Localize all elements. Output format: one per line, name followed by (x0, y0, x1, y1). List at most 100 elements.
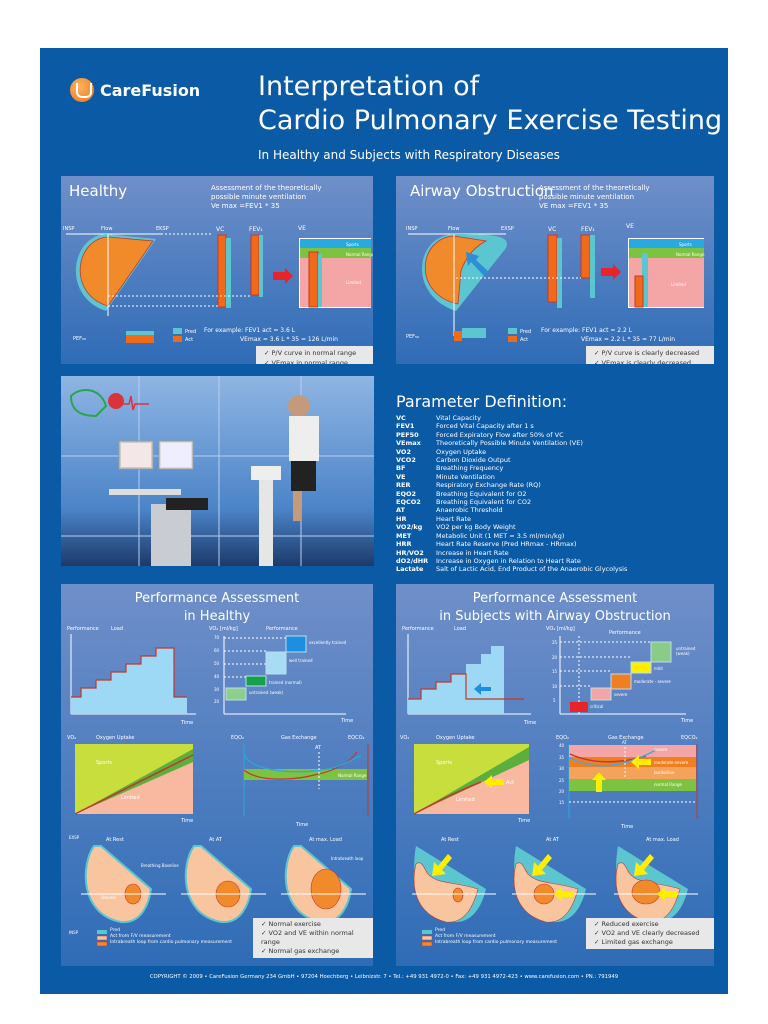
svg-text:FEV₁: FEV₁ (249, 226, 263, 233)
svg-text:Oxygen Uptake: Oxygen Uptake (436, 735, 475, 741)
svg-text:Sports: Sports (436, 760, 452, 766)
svg-text:25: 25 (552, 640, 558, 645)
svg-text:Load: Load (111, 626, 123, 632)
svg-text:40: 40 (559, 743, 565, 748)
healthy-fv-diagram: INSP Flow EKSP VC FEV₁ VE Sports Normal Ran… (63, 225, 373, 343)
svg-text:Sports: Sports (679, 242, 692, 247)
parameter-value: Breathing Equivalent for CO2 (436, 498, 532, 507)
svg-text:Volume: Volume (101, 895, 116, 900)
parameter-value: Respiratory Exchange Rate (RQ) (436, 481, 541, 490)
svg-text:EQCO₂: EQCO₂ (681, 735, 698, 741)
svg-text:Limited: Limited (121, 795, 140, 801)
obstruction-checklist: ✓ P/V curve is clearly decreased ✓ VEmax … (586, 346, 714, 364)
svg-text:FEV₁: FEV₁ (581, 226, 595, 233)
healthy-title: Healthy (69, 182, 128, 200)
svg-text:Time: Time (340, 718, 353, 724)
svg-text:EQO₂: EQO₂ (231, 735, 244, 741)
performance-healthy-charts: Performance Load Time VO₂ [ml/kg] Performa… (67, 626, 369, 947)
healthy-checklist: ✓ P/V curve in normal range ✓ VEmax in no… (256, 346, 373, 364)
parameter-value: Minute Ventilation (436, 472, 495, 481)
exercise-test-photo (61, 376, 374, 566)
svg-text:35: 35 (559, 755, 565, 760)
svg-text:At Rest: At Rest (441, 837, 459, 843)
parameter-value: Metabolic Unit (1 MET = 3.5 ml/min/kg) (436, 531, 565, 540)
parameter-key: VE (396, 472, 406, 481)
svg-text:Act: Act (185, 337, 193, 343)
svg-text:20: 20 (214, 699, 220, 704)
svg-text:Normal Range: Normal Range (338, 773, 367, 778)
svg-text:Act: Act (520, 337, 528, 343)
svg-text:Performance: Performance (67, 626, 99, 632)
obstruction-loops: At Rest At AT At max. Load (412, 837, 698, 923)
title-line-1: Interpretation of (258, 71, 480, 102)
svg-text:Normal Range: Normal Range (676, 252, 705, 257)
parameter-row: VEmax Theoretically Possible Minute Venti… (396, 439, 726, 447)
svg-text:borderline: borderline (654, 770, 675, 775)
svg-text:Time: Time (180, 720, 193, 726)
obstruction-panel: Airway Obstruction Assessment of the the… (396, 176, 714, 364)
parameter-key: dO2/dHR (396, 556, 429, 565)
parameter-key: VO2 (396, 447, 411, 456)
parameter-row: AT Anaerobic Threshold (396, 506, 726, 514)
svg-text:EQCO₂: EQCO₂ (348, 735, 365, 741)
parameter-value: Increase in Heart Rate (436, 548, 509, 557)
parameter-row: EQCO2 Breathing Equivalent for CO2 (396, 498, 726, 506)
svg-text:15: 15 (552, 669, 558, 674)
svg-text:untrained: untrained (676, 646, 696, 651)
svg-text:30: 30 (559, 766, 565, 771)
svg-text:5: 5 (553, 698, 556, 703)
svg-text:Time: Time (517, 818, 530, 824)
parameter-key: EQCO2 (396, 498, 421, 507)
svg-text:(weak): (weak) (676, 651, 690, 656)
svg-text:moderate - severe: moderate - severe (634, 679, 671, 684)
parameter-row: VC Vital Capacity (396, 414, 726, 422)
performance-healthy-panel: Performance Assessment in Healthy Perform… (61, 584, 373, 966)
svg-text:Limited: Limited (456, 797, 475, 803)
parameter-key: VO2/kg (396, 523, 423, 532)
parameter-row: HR/VO2 Increase in Heart Rate (396, 549, 726, 557)
svg-text:20: 20 (559, 789, 565, 794)
svg-text:VC: VC (216, 226, 224, 233)
parameter-row: EQO2 Breathing Equivalent for O2 (396, 490, 726, 498)
healthy-panel: Healthy Assessment of the theoretically p… (61, 176, 373, 364)
parameter-value: Theoretically Possible Minute Ventilatio… (436, 439, 583, 448)
svg-text:VE: VE (298, 225, 306, 232)
svg-text:normal Range: normal Range (654, 782, 683, 787)
svg-text:AT: AT (315, 745, 322, 751)
performance-obstruction-charts: Performance Load Time VO₂ [ml/kg] Performa… (400, 626, 698, 947)
svg-text:Limited: Limited (671, 282, 686, 287)
svg-text:15: 15 (559, 800, 565, 805)
svg-text:50: 50 (214, 661, 220, 666)
parameter-key: EQO2 (396, 489, 417, 498)
svg-text:INSP: INSP (63, 226, 74, 232)
svg-text:VC: VC (548, 226, 556, 233)
subtitle: In Healthy and Subjects with Respiratory… (258, 148, 560, 162)
obstruction-note: Assessment of the theoretically possible … (539, 184, 650, 210)
svg-text:Performance: Performance (402, 626, 434, 632)
svg-text:VO₂: VO₂ (67, 735, 76, 741)
svg-text:severe: severe (654, 747, 668, 752)
parameter-value: Breathing Frequency (436, 464, 504, 473)
parameter-key: AT (396, 506, 405, 515)
svg-text:EXSP: EXSP (69, 835, 80, 840)
svg-text:EKSP: EKSP (156, 226, 169, 232)
svg-text:critical: critical (590, 704, 603, 709)
svg-text:Oxygen Uptake: Oxygen Uptake (96, 735, 135, 741)
svg-text:EQO₂: EQO₂ (556, 735, 569, 741)
obstruction-loop-legend: Pred Act from F/V measurement Intrabreath … (435, 928, 558, 945)
poster: CareFusion Interpretation of Cardio Pulm… (40, 48, 728, 994)
parameter-row: MET Metabolic Unit (1 MET = 3.5 ml/min/kg… (396, 532, 726, 540)
svg-text:Time: Time (680, 718, 693, 724)
performance-obstruction-panel: Performance Assessment in Subjects with A… (396, 584, 714, 966)
svg-text:25: 25 (559, 778, 565, 783)
healthy-note: Assessment of the theoretically possible … (211, 184, 322, 210)
svg-text:AT: AT (622, 740, 627, 745)
footer-copyright: COPYRIGHT © 2009 • CareFusion Germany 23… (149, 974, 619, 980)
parameter-row: Lactate Salt of Lactic Acid, End Product … (396, 565, 726, 573)
parameter-key: RER (396, 481, 411, 490)
parameter-value: Oxygen Uptake (436, 447, 487, 456)
parameter-value: Increase in Oxygen in Relation to Heart … (436, 556, 581, 565)
parameter-row: HR Heart Rate (396, 515, 726, 523)
parameter-value: Heart Rate (436, 514, 472, 523)
parameter-row: PEF50 Forced Expiratory Flow after 50% of… (396, 431, 726, 439)
